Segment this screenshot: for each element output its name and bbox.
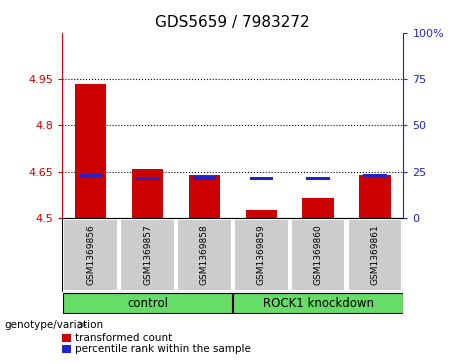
Bar xyxy=(348,219,402,291)
Bar xyxy=(359,175,390,218)
Bar xyxy=(132,170,163,218)
Bar xyxy=(302,198,334,218)
Bar xyxy=(249,178,273,180)
Bar xyxy=(307,177,330,180)
Bar xyxy=(120,219,175,291)
Text: percentile rank within the sample: percentile rank within the sample xyxy=(75,344,251,354)
Text: GSM1369859: GSM1369859 xyxy=(257,225,266,285)
Text: GSM1369858: GSM1369858 xyxy=(200,225,209,285)
Bar xyxy=(233,293,403,313)
Text: ROCK1 knockdown: ROCK1 knockdown xyxy=(263,297,373,310)
Bar xyxy=(363,174,387,177)
Bar xyxy=(189,175,220,218)
Text: control: control xyxy=(127,297,168,310)
Bar xyxy=(62,345,71,353)
Text: genotype/variation: genotype/variation xyxy=(5,320,104,330)
Bar xyxy=(177,219,232,291)
Text: transformed count: transformed count xyxy=(75,333,172,343)
Bar xyxy=(63,219,118,291)
Text: GSM1369856: GSM1369856 xyxy=(86,225,95,285)
Bar xyxy=(193,176,216,180)
Bar xyxy=(63,293,232,313)
Bar xyxy=(246,210,277,218)
Bar xyxy=(79,174,102,177)
Bar xyxy=(291,219,345,291)
Text: GSM1369861: GSM1369861 xyxy=(371,225,379,285)
Title: GDS5659 / 7983272: GDS5659 / 7983272 xyxy=(155,15,310,30)
Bar xyxy=(234,219,289,291)
Bar xyxy=(75,83,106,218)
Bar xyxy=(62,334,71,342)
Bar xyxy=(136,177,159,180)
Text: GSM1369860: GSM1369860 xyxy=(313,225,323,285)
Text: GSM1369857: GSM1369857 xyxy=(143,225,152,285)
